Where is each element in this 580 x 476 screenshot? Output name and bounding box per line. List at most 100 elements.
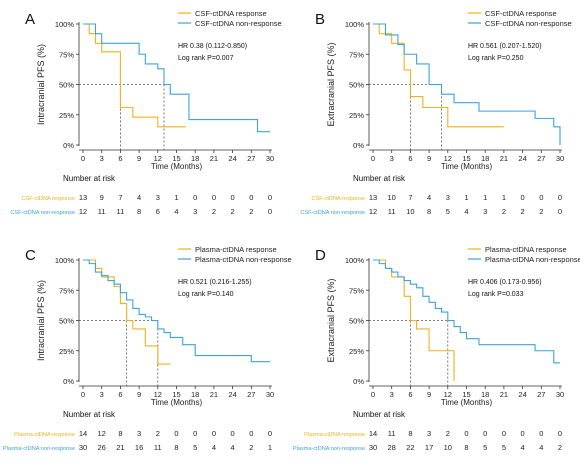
x-tick-label: 12: [444, 390, 452, 399]
km-panel-b: B Extracranial PFS (%) 0% 25% 50% 75% 100% 0 3 6 9…: [300, 9, 571, 216]
risk-count: 7: [408, 193, 412, 202]
risk-count: 8: [464, 443, 468, 452]
risk-count: 5: [483, 443, 487, 452]
risk-count: 2: [156, 429, 160, 438]
risk-table-title: Number at risk: [63, 410, 116, 419]
risk-count: 4: [212, 443, 216, 452]
legend-label: Plasma-ctDNA response: [485, 245, 567, 254]
risk-count: 4: [464, 207, 468, 216]
stat-annotation: HR 0.406 (0.173-0.956): [468, 279, 542, 286]
x-tick-label: 21: [500, 154, 508, 163]
x-tick-label: 27: [537, 154, 545, 163]
km-panel-c: C Intracranial PFS (%) 0% 25% 50% 75% 100% 0 3 6 9…: [3, 245, 292, 452]
stat-annotation: Log rank P=0.140: [178, 291, 234, 298]
x-tick-label: 15: [172, 154, 180, 163]
risk-count: 2: [446, 429, 450, 438]
risk-count: 10: [388, 193, 396, 202]
legend-label: Plasma-ctDNA response: [195, 245, 277, 254]
risk-count: 8: [137, 207, 141, 216]
stat-annotation: HR 0.38 (0.112-0.850): [178, 43, 247, 50]
risk-table-title: Number at risk: [353, 174, 406, 183]
risk-count: 16: [135, 443, 143, 452]
y-tick-label: 25%: [349, 347, 364, 356]
risk-count: 1: [464, 193, 468, 202]
risk-count: 11: [388, 429, 396, 438]
panel-label: B: [315, 11, 325, 28]
risk-count: 1: [502, 193, 506, 202]
risk-count: 0: [558, 429, 562, 438]
risk-count: 4: [427, 193, 431, 202]
stat-annotation: Log rank P=0.007: [178, 55, 234, 62]
risk-count: 3: [156, 193, 160, 202]
stat-annotation: Log rank P=0.250: [468, 55, 524, 62]
risk-count: 8: [408, 429, 412, 438]
legend-label: CSF-ctDNA non-response: [195, 19, 282, 28]
risk-count: 5: [193, 443, 197, 452]
risk-count: 12: [98, 429, 106, 438]
risk-count: 2: [249, 443, 253, 452]
risk-count: 11: [117, 207, 125, 216]
risk-count: 28: [388, 443, 396, 452]
legend-label: Plasma-ctDNA non-response: [195, 255, 292, 264]
risk-count: 1: [174, 193, 178, 202]
risk-count: 0: [249, 193, 253, 202]
risk-count: 30: [79, 443, 87, 452]
x-tick-label: 3: [390, 390, 394, 399]
risk-count: 7: [118, 193, 122, 202]
x-tick-label: 6: [118, 390, 122, 399]
x-axis-label: Time (Months): [441, 398, 493, 407]
risk-count: 21: [116, 443, 124, 452]
panel-label: A: [25, 11, 35, 28]
y-tick-label: 75%: [59, 50, 74, 59]
km-curve-non-response: [373, 23, 561, 145]
risk-count: 3: [427, 429, 431, 438]
x-tick-label: 0: [81, 154, 85, 163]
x-tick-label: 6: [118, 154, 122, 163]
x-tick-label: 9: [427, 154, 431, 163]
risk-count: 1: [483, 193, 487, 202]
risk-count: 26: [98, 443, 106, 452]
x-tick-label: 24: [228, 154, 236, 163]
y-axis-label: Extracranial PFS (%): [326, 42, 336, 126]
risk-count: 3: [446, 193, 450, 202]
risk-count: 3: [137, 429, 141, 438]
risk-count: 0: [521, 193, 525, 202]
risk-count: 0: [268, 193, 272, 202]
risk-table-title: Number at risk: [353, 410, 406, 419]
y-tick-label: 0%: [63, 377, 74, 386]
y-tick-label: 50%: [349, 81, 364, 90]
risk-count: 13: [369, 193, 377, 202]
x-tick-label: 9: [427, 390, 431, 399]
risk-row-label: Plasma-ctDNA response: [14, 432, 75, 438]
y-tick-label: 25%: [59, 111, 74, 120]
x-tick-label: 6: [408, 154, 412, 163]
risk-row-label: Plasma-ctDNA response: [304, 432, 365, 438]
x-tick-label: 21: [500, 390, 508, 399]
risk-count: 14: [369, 429, 377, 438]
risk-count: 0: [558, 193, 562, 202]
risk-count: 2: [231, 207, 235, 216]
panel-label: C: [25, 247, 36, 264]
risk-count: 2: [212, 207, 216, 216]
stat-annotation: HR 0.561 (0.207-1.520): [468, 43, 542, 50]
risk-count: 14: [79, 429, 87, 438]
km-panel-d: D Extracranial PFS (%) 0% 25% 50% 75% 100% 0 3 6 9…: [293, 245, 580, 452]
risk-count: 0: [212, 429, 216, 438]
x-tick-label: 15: [462, 390, 470, 399]
x-tick-label: 0: [371, 154, 375, 163]
km-curve-non-response: [83, 259, 270, 363]
y-tick-label: 75%: [59, 286, 74, 295]
km-curve-non-response: [373, 259, 560, 364]
risk-count: 0: [539, 193, 543, 202]
x-tick-label: 27: [247, 390, 255, 399]
x-tick-label: 3: [390, 154, 394, 163]
y-tick-label: 50%: [349, 317, 364, 326]
risk-table-title: Number at risk: [63, 174, 116, 183]
risk-count: 11: [98, 207, 106, 216]
stat-annotation: HR 0.521 (0.216-1.255): [178, 279, 252, 286]
x-tick-label: 24: [228, 390, 236, 399]
y-tick-label: 100%: [345, 256, 365, 265]
y-tick-label: 100%: [55, 256, 75, 265]
risk-row-label: CSF-ctDNA response: [22, 196, 75, 202]
risk-count: 3: [193, 207, 197, 216]
